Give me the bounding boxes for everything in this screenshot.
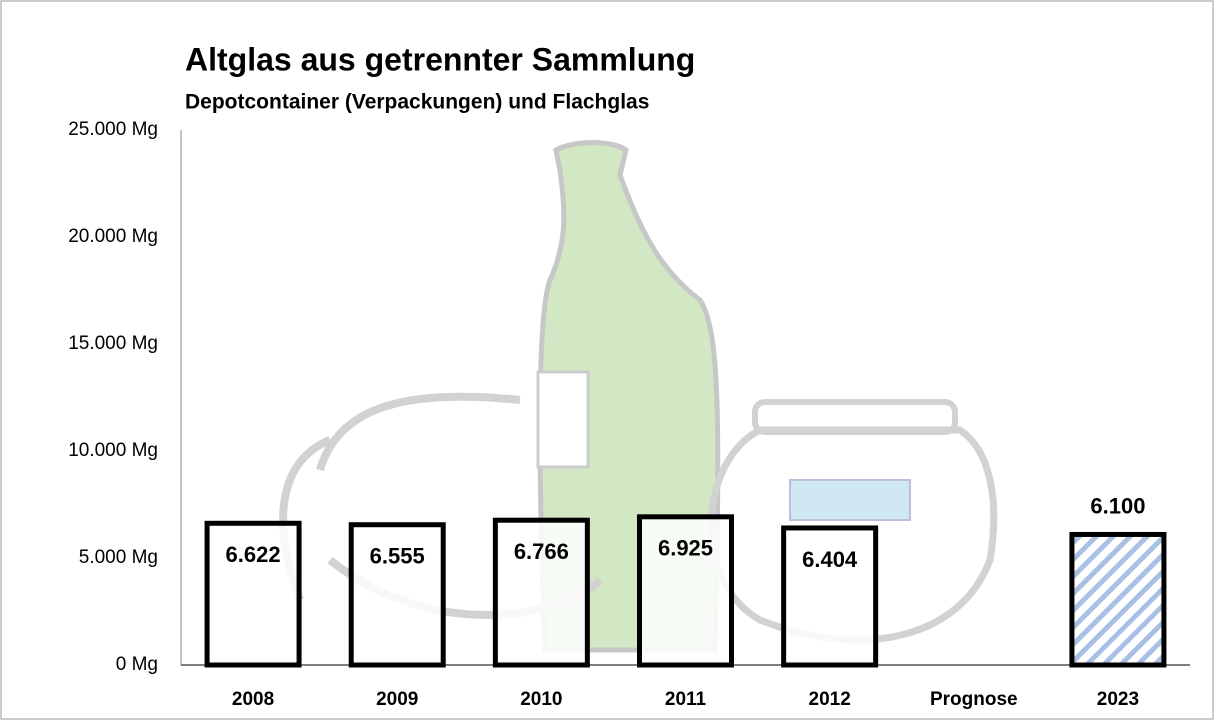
x-tick-label: 2008 bbox=[232, 689, 274, 710]
y-tick-label: 5.000 Mg bbox=[79, 547, 158, 568]
y-tick-label: 25.000 Mg bbox=[68, 119, 158, 140]
value-label: 6.766 bbox=[514, 539, 569, 564]
x-tick-label: 2010 bbox=[520, 689, 562, 710]
value-label: 6.100 bbox=[1090, 493, 1145, 518]
x-tick-label: 2012 bbox=[809, 689, 851, 710]
bar bbox=[781, 525, 879, 668]
value-label: 6.555 bbox=[370, 544, 425, 569]
y-tick-label: 15.000 Mg bbox=[68, 333, 158, 354]
y-tick-label: 10.000 Mg bbox=[68, 440, 158, 461]
x-tick-label: 2023 bbox=[1097, 689, 1139, 710]
bar bbox=[1069, 531, 1167, 668]
y-tick-label: 20.000 Mg bbox=[68, 226, 158, 247]
value-label: 6.404 bbox=[802, 547, 858, 572]
value-label: 6.925 bbox=[658, 536, 713, 561]
x-tick-label: 2011 bbox=[665, 689, 707, 710]
bar bbox=[348, 522, 446, 668]
bar bbox=[492, 517, 590, 668]
y-tick-label: 0 Mg bbox=[116, 654, 158, 675]
bar bbox=[637, 514, 734, 668]
chart-title: Altglas aus getrennter Sammlung bbox=[185, 41, 695, 77]
x-tick-label: 2009 bbox=[376, 689, 418, 710]
bar bbox=[204, 520, 302, 668]
chart-subtitle: Depotcontainer (Verpackungen) und Flachg… bbox=[185, 91, 649, 114]
value-label: 6.622 bbox=[226, 542, 281, 567]
x-tick-label: Prognose bbox=[930, 689, 1018, 710]
